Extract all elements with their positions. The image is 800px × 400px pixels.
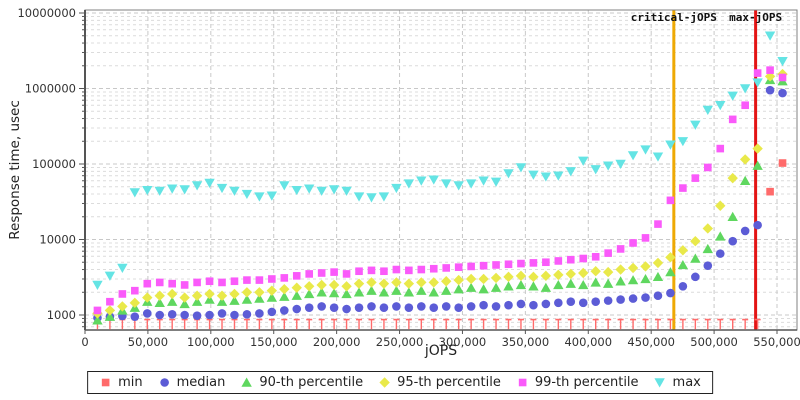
svg-text:400,000: 400,000 [564, 335, 612, 349]
legend-label: 90-th percentile [259, 375, 364, 390]
annotation-label-max-jops: max-jOPS [729, 11, 782, 24]
series-max [92, 31, 788, 290]
svg-text:100,000: 100,000 [187, 335, 235, 349]
series-95-th-percentile [92, 68, 788, 319]
svg-text:10000: 10000 [39, 233, 76, 247]
x-axis-ticks: 0 50,000 100,000 150,000 200,000 250,000 300,0… [81, 330, 800, 349]
svg-text:50,000: 50,000 [128, 335, 168, 349]
svg-text:550,000: 550,000 [753, 335, 800, 349]
svg-text:200,000: 200,000 [313, 335, 361, 349]
legend-marker-diamond-icon [379, 377, 390, 388]
svg-text:150,000: 150,000 [250, 335, 298, 349]
svg-text:10000000: 10000000 [17, 6, 76, 20]
x-gridlines [147, 10, 778, 330]
legend-label: min [118, 375, 143, 390]
legend-label: 95-th percentile [397, 375, 501, 390]
legend-marker-triangle-up-icon [241, 377, 253, 387]
svg-text:1000000: 1000000 [25, 82, 76, 96]
legend: min median 90-th percentile 95-th percentil… [87, 371, 713, 394]
legend-item-95-th-percentile: 95-th percentile [378, 375, 501, 390]
y-axis-title: Response time, usec [7, 100, 23, 240]
legend-label: 99-th percentile [534, 375, 639, 390]
x-axis-title: jOPS [424, 343, 458, 359]
legend-marker-square-icon [518, 378, 527, 387]
svg-text:450,000: 450,000 [627, 335, 675, 349]
svg-text:500,000: 500,000 [690, 335, 738, 349]
y-minor-gridlines [85, 15, 797, 328]
legend-marker-impulse-square-icon [101, 378, 110, 387]
legend-marker-circle-icon [159, 378, 169, 387]
legend-label: median [176, 375, 226, 390]
legend-item-99-th-percentile: 99-th percentile [516, 375, 639, 390]
svg-text:350,000: 350,000 [502, 335, 550, 349]
plot-area: 1000 10000 100000 1000000 10000000 0 50,000 100… [17, 6, 800, 349]
plot-frame [84, 9, 798, 331]
series-median [93, 85, 787, 323]
svg-text:critical-jOPS: critical-jOPS [631, 11, 717, 24]
svg-text:max-jOPS: max-jOPS [729, 11, 782, 24]
series-99-th-percentile [93, 66, 787, 315]
annotation-label-critical-jops: critical-jOPS [631, 11, 717, 24]
svg-text:0: 0 [81, 335, 88, 349]
legend-item-min: min [99, 375, 143, 390]
legend-marker-triangle-down-icon [654, 378, 666, 388]
series-min [94, 159, 787, 330]
legend-item-90-th-percentile: 90-th percentile [240, 375, 363, 390]
y-axis-ticks: 1000 10000 100000 1000000 10000000 [17, 6, 85, 328]
svg-text:100000: 100000 [32, 157, 76, 171]
svg-text:250,000: 250,000 [376, 335, 424, 349]
svg-text:300,000: 300,000 [439, 335, 487, 349]
legend-label: max [672, 375, 701, 390]
legend-item-median: median [158, 375, 226, 390]
legend-item-max: max [654, 375, 701, 390]
svg-text:1000: 1000 [47, 308, 76, 322]
